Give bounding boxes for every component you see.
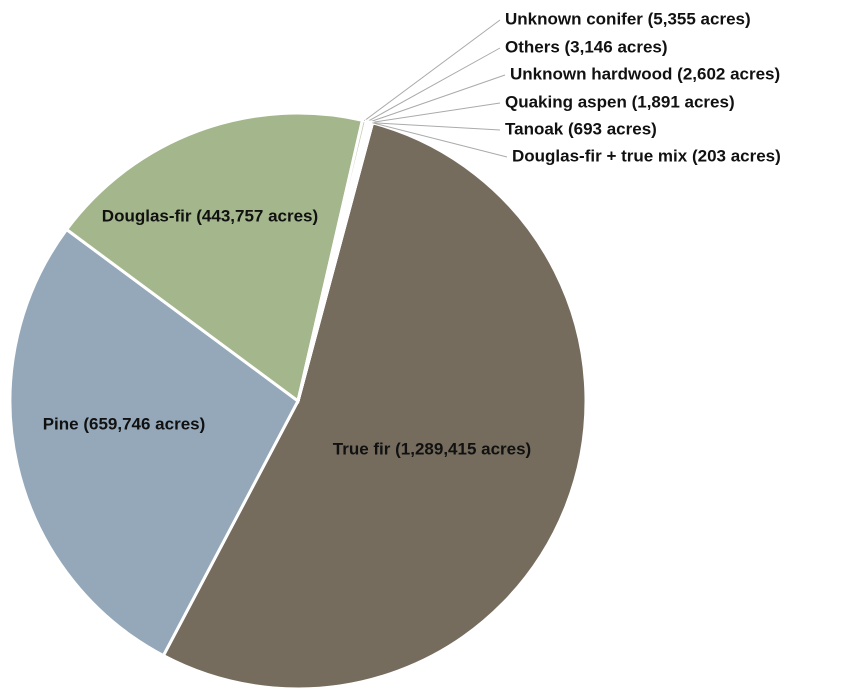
slice-label: Tanoak (693 acres) [505, 119, 657, 138]
leader-line [369, 74, 506, 123]
leader-line [371, 102, 501, 123]
slice-label: Douglas-fir + true mix (203 acres) [512, 146, 781, 165]
leader-line [367, 47, 501, 122]
slice-label: Unknown conifer (5,355 acres) [505, 9, 751, 28]
pie-slice [64, 111, 365, 404]
slice-label: Quaking aspen (1,891 acres) [505, 92, 735, 111]
slice-label: Unknown hardwood (2,602 acres) [510, 64, 780, 83]
slice-label: Pine (659,746 acres) [43, 414, 206, 433]
leader-line [372, 122, 501, 131]
leader-line [364, 19, 501, 122]
leader-line [372, 122, 508, 158]
pie-slice [8, 227, 300, 658]
slice-label: Douglas-fir (443,757 acres) [102, 206, 318, 225]
slice-label: True fir (1,289,415 acres) [333, 439, 531, 458]
slice-label: Others (3,146 acres) [505, 37, 668, 56]
pie-slice [161, 120, 588, 691]
